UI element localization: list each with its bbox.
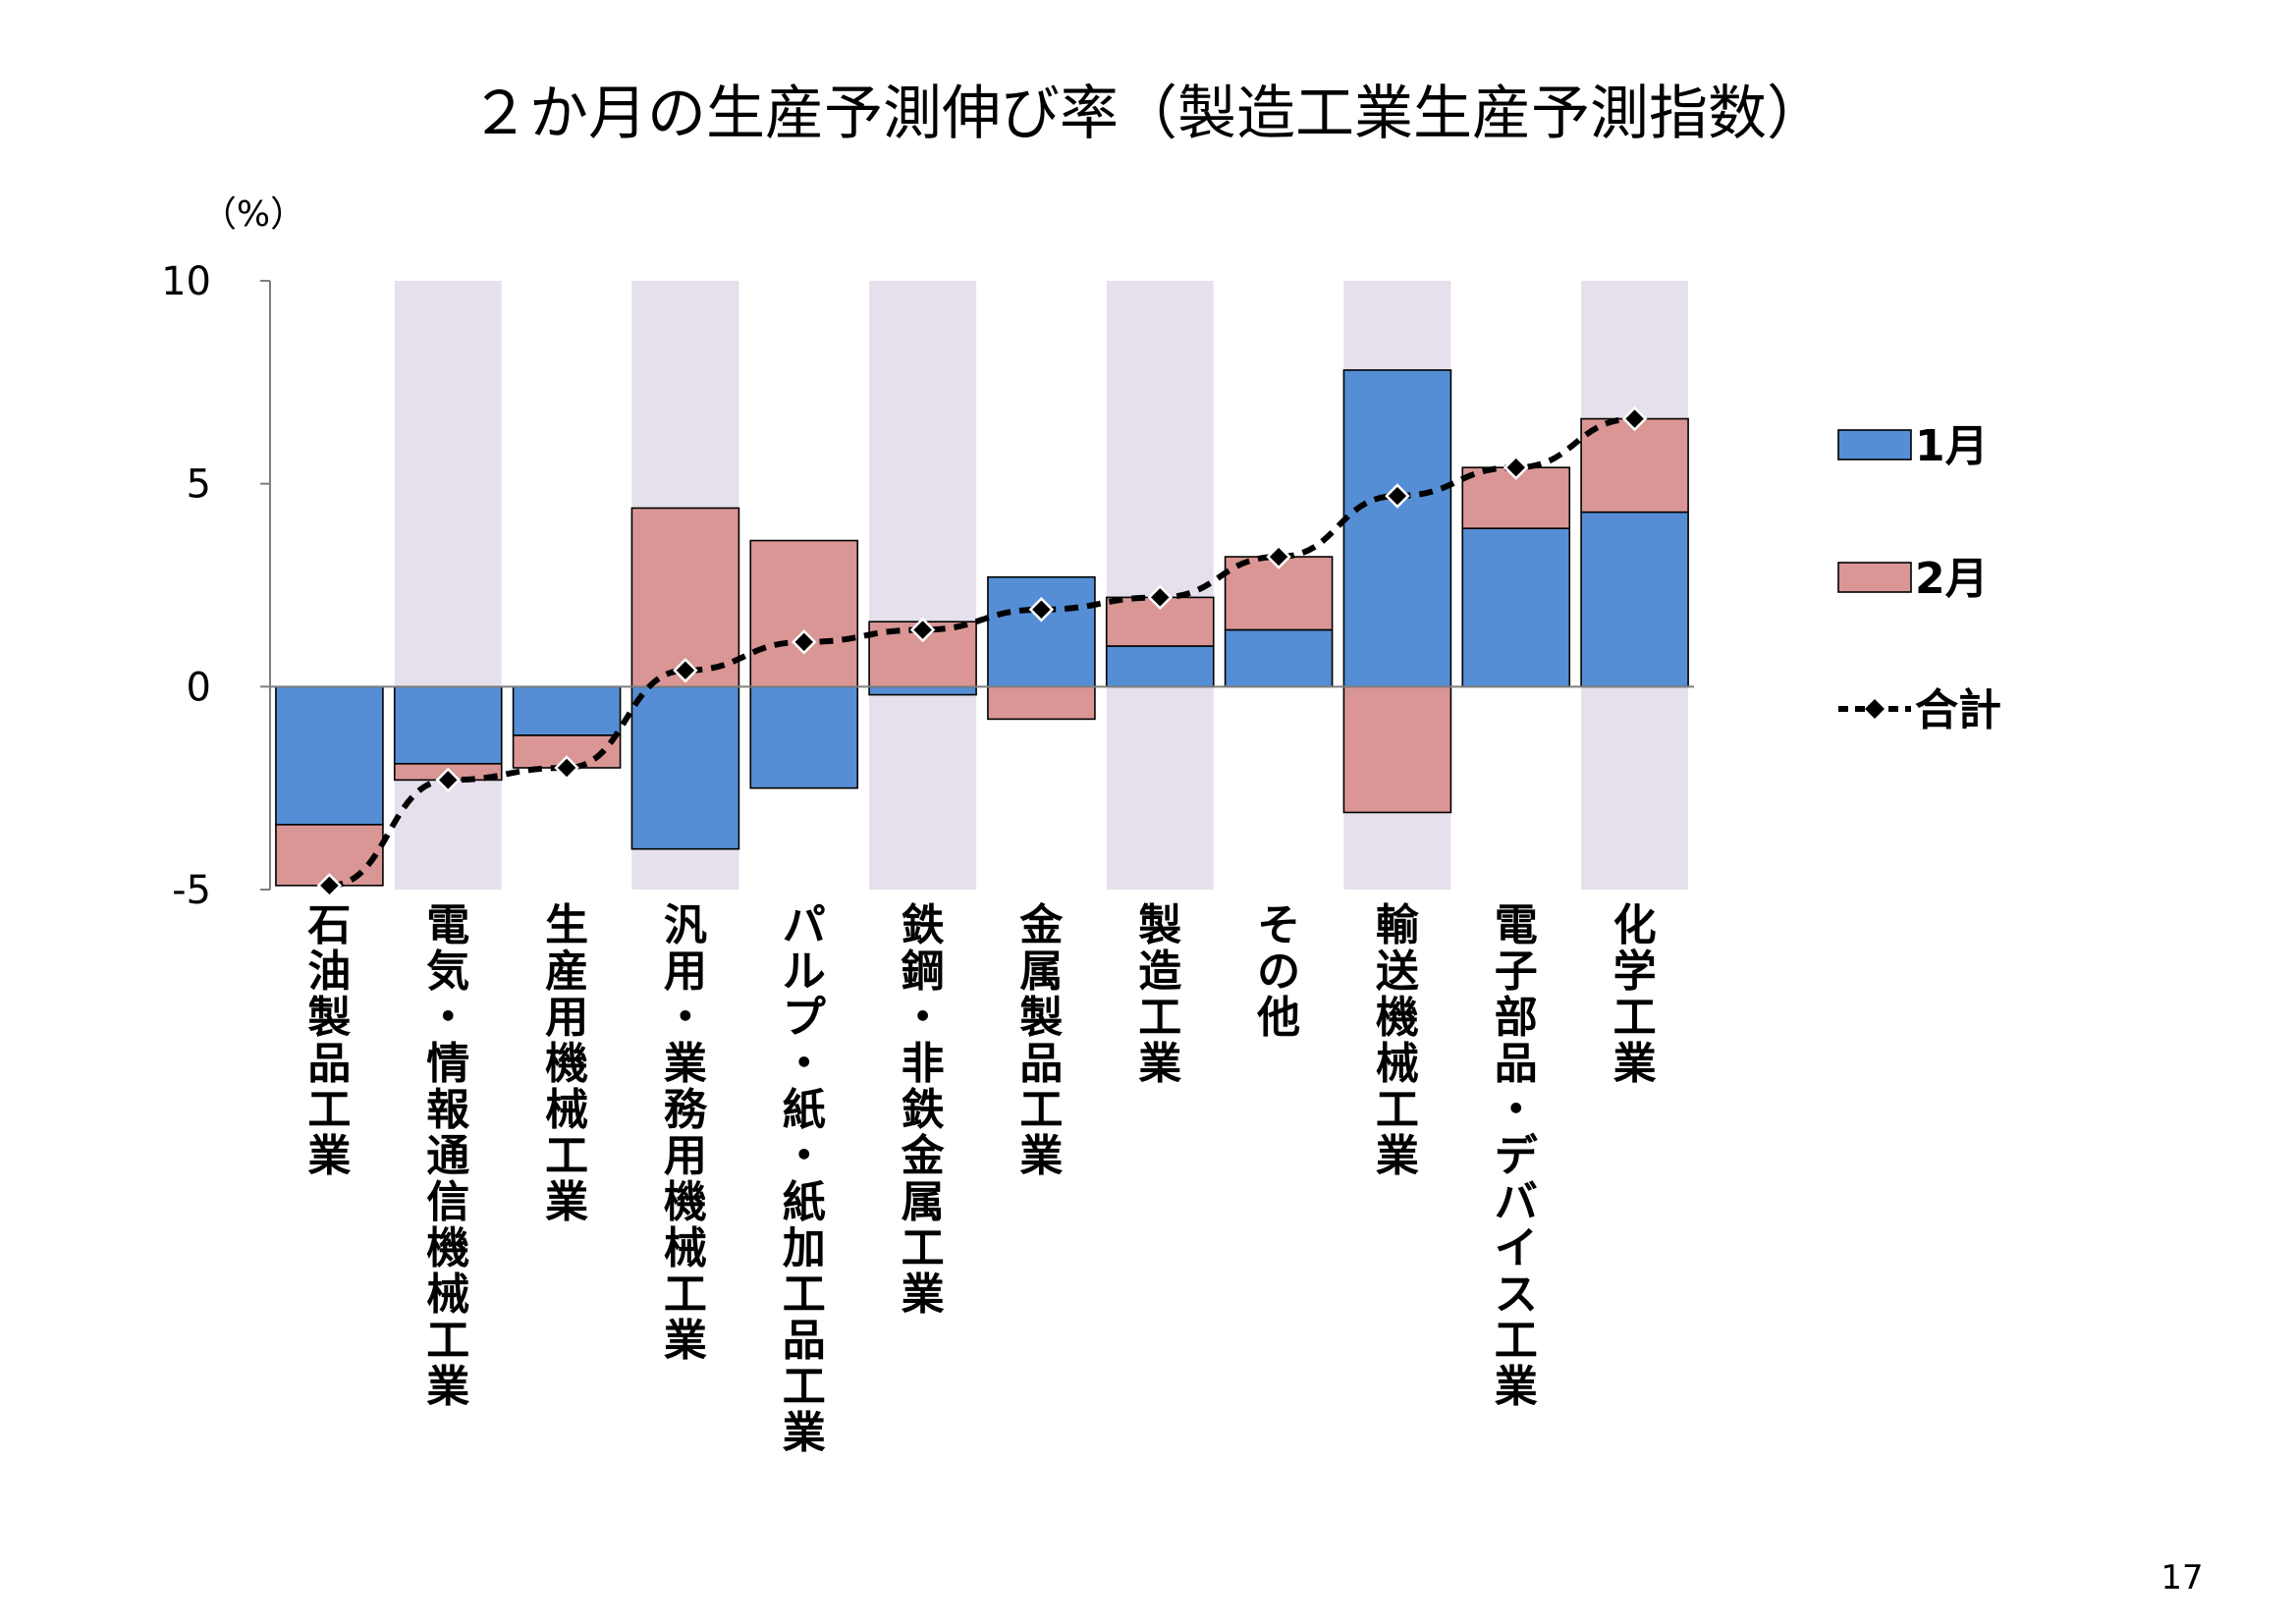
bar-1月	[1105, 645, 1215, 688]
total-marker	[1028, 597, 1055, 623]
total-marker	[1385, 483, 1410, 509]
legend-label: 合計	[1915, 685, 2001, 735]
bar-1月	[749, 685, 859, 789]
total-marker	[1147, 584, 1174, 611]
bar-2月	[987, 685, 1096, 721]
category-label: 生産用機械工業	[545, 900, 588, 1227]
y-tick-label: -5	[172, 868, 211, 913]
total-marker	[909, 617, 936, 643]
category-label: 輸送機械工業	[1376, 900, 1420, 1181]
total-line	[316, 406, 1648, 898]
total-marker	[673, 658, 698, 683]
total-marker	[316, 873, 343, 898]
bar-1月	[987, 575, 1096, 688]
bar-1月	[512, 685, 622, 736]
category-label: パルプ・紙・紙加工品工業	[783, 900, 826, 1458]
category-label: 製造工業	[1138, 900, 1181, 1089]
y-axis-unit: （%）	[201, 194, 305, 235]
bar-1月	[1342, 369, 1452, 688]
legend-marker	[1865, 699, 1885, 719]
bar-2月	[1342, 685, 1452, 814]
total-marker	[554, 755, 579, 781]
category-label: 電気・情報通信機械工業	[426, 900, 469, 1412]
category-label: 鉄鋼・非鉄金属工業	[901, 900, 946, 1320]
total-marker	[435, 767, 462, 793]
bar-1月	[1580, 511, 1689, 688]
total-marker	[1621, 406, 1648, 432]
legend-label: 1月	[1915, 421, 1989, 471]
bars	[275, 369, 1689, 887]
bar-2月	[749, 539, 859, 688]
legend-swatch	[1837, 429, 1912, 460]
category-label: 化学工業	[1613, 900, 1657, 1089]
bar-1月	[393, 685, 503, 765]
page-number: 17	[2160, 1558, 2203, 1597]
total-line-path	[329, 415, 1635, 889]
y-tick-label: 5	[187, 462, 211, 508]
column-shade	[869, 281, 977, 890]
y-tick-label: 10	[161, 259, 211, 304]
category-labels: 石油製品工業 電気・情報通信機械工業 生産用機械工業 汎用・業務用機械工業 パルプ・紙・…	[307, 900, 1656, 1458]
bar-2月	[630, 507, 740, 688]
bar-1月	[1224, 628, 1334, 688]
chart-title: ２か月の生産予測伸び率（製造工業生産予測指数）	[470, 80, 1826, 148]
category-label: その他	[1256, 900, 1300, 1043]
category-label: 石油製品工業	[307, 900, 351, 1181]
category-label: 金属製品工業	[1018, 900, 1064, 1181]
category-label: 電子部品・デバイス工業	[1495, 900, 1539, 1412]
axes: -5 0 5 10	[161, 259, 1694, 913]
bar-1月	[630, 685, 740, 850]
bar-2月	[1580, 417, 1689, 514]
bar-1月	[275, 685, 384, 826]
category-label: 汎用・業務用機械工業	[664, 900, 708, 1366]
y-tick-label: 0	[187, 665, 211, 710]
bar-1月	[1461, 527, 1571, 688]
legend-label: 2月	[1915, 554, 1989, 604]
total-marker	[1266, 544, 1291, 569]
total-marker	[1503, 455, 1529, 480]
legend-swatch	[1837, 562, 1912, 593]
total-marker	[791, 629, 817, 655]
bar-1月	[868, 685, 977, 696]
